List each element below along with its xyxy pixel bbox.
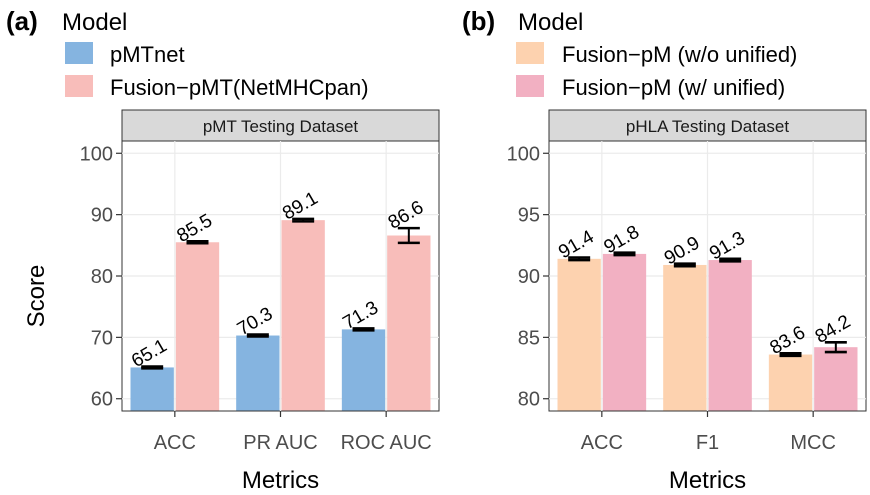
- legend-swatch-fusion-pmt: [65, 75, 93, 97]
- legend-label-fusion-wo: Fusion−pM (w/o unified): [562, 42, 797, 67]
- x-tick-label-b-0: ACC: [581, 432, 623, 454]
- bar-b-s1-c0: [602, 253, 647, 411]
- bar-b-s1-c2: [814, 347, 858, 411]
- bar-b-s1-c1: [708, 260, 752, 411]
- panel-a-tag: (a): [6, 6, 38, 36]
- x-tick-label-a-1: PR AUC: [243, 432, 317, 454]
- x-axis-title-a: Metrics: [242, 467, 319, 494]
- legend-b: (b) Model Fusion−pM (w/o unified) Fusion…: [462, 6, 797, 100]
- bar-a-s1-c0: [175, 242, 220, 411]
- panel-b-tag: (b): [462, 6, 495, 36]
- x-axis-title-b: Metrics: [669, 467, 746, 494]
- legend-swatch-pmtnet: [65, 42, 93, 64]
- y-tick-label-a-0: 60: [91, 389, 113, 411]
- bar-b-s0-c0: [557, 258, 601, 411]
- legend-label-fusion-pmt: Fusion−pMT(NetMHCpan): [110, 75, 369, 100]
- legend-a-title: Model: [62, 9, 127, 36]
- y-tick-label-b-3: 95: [518, 205, 540, 227]
- y-tick-label-b-2: 90: [518, 266, 540, 288]
- y-axis-title: Score: [23, 265, 50, 328]
- bar-a-s0-c1: [236, 335, 280, 411]
- legend-b-title: Model: [518, 9, 583, 36]
- y-tick-label-a-4: 100: [80, 143, 113, 165]
- x-tick-label-b-1: F1: [696, 432, 719, 454]
- y-tick-label-a-2: 80: [91, 266, 113, 288]
- strip-a: pMT Testing Dataset: [121, 109, 440, 142]
- bar-a-s0-c0: [130, 367, 174, 411]
- strip-b-label: pHLA Testing Dataset: [626, 117, 789, 136]
- y-tick-label-a-3: 90: [91, 205, 113, 227]
- legend-label-fusion-w: Fusion−pM (w/ unified): [562, 75, 785, 100]
- legend-swatch-fusion-wo: [516, 42, 544, 64]
- x-tick-label-a-0: ACC: [154, 432, 196, 454]
- y-tick-label-b-4: 100: [507, 143, 540, 165]
- legend-a: (a) Model pMTnet Fusion−pMT(NetMHCpan): [6, 6, 369, 100]
- legend-swatch-fusion-w: [516, 75, 544, 97]
- y-tick-label-b-1: 85: [518, 327, 540, 349]
- strip-b: pHLA Testing Dataset: [548, 109, 867, 142]
- legend-label-pmtnet: pMTnet: [110, 42, 185, 67]
- bar-a-s1-c2: [387, 235, 431, 411]
- strip-a-box: [121, 109, 440, 142]
- y-tick-label-a-1: 70: [91, 327, 113, 349]
- strip-b-box: [548, 109, 867, 142]
- bar-a-s0-c2: [341, 329, 386, 411]
- strip-a-label: pMT Testing Dataset: [203, 117, 359, 136]
- bar-b-s0-c2: [768, 354, 813, 411]
- bar-b-s0-c1: [663, 264, 707, 411]
- bar-a-s1-c1: [281, 220, 325, 411]
- x-tick-label-b-2: MCC: [790, 432, 836, 454]
- x-tick-label-a-2: ROC AUC: [341, 432, 432, 454]
- y-tick-label-b-0: 80: [518, 389, 540, 411]
